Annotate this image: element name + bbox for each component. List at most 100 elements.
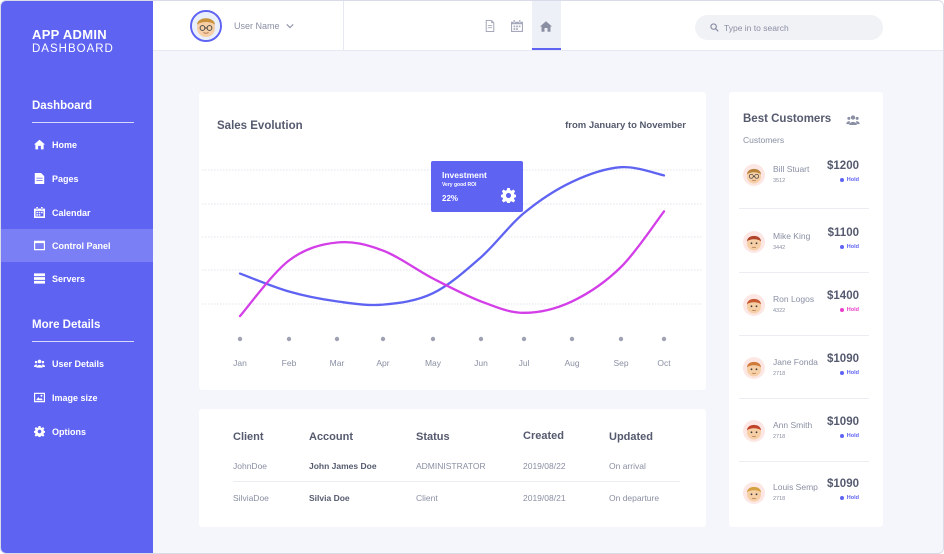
status-label: Hold bbox=[846, 307, 859, 313]
customer-name: Bill Stuart bbox=[773, 164, 810, 174]
table-cell-created: 2019/08/22 bbox=[523, 461, 566, 471]
sidebar-item-label: Control Panel bbox=[52, 240, 111, 251]
status-badge: Hold bbox=[839, 495, 859, 501]
search-icon bbox=[710, 23, 719, 32]
tooltip-title: Investment bbox=[442, 170, 487, 180]
customer-id: 2718 bbox=[773, 496, 786, 502]
status-dot-icon bbox=[839, 308, 844, 312]
customer-id: 3512 bbox=[773, 178, 786, 184]
gear-icon[interactable] bbox=[501, 188, 516, 203]
chart-date-range: from January to November bbox=[565, 120, 686, 131]
status-badge: Hold bbox=[839, 370, 859, 376]
table-cell-created: 2019/08/21 bbox=[523, 493, 566, 503]
status-label: Hold bbox=[846, 495, 859, 501]
section-divider bbox=[32, 122, 134, 123]
chart-tooltip: Investment Very good ROI 22% bbox=[431, 161, 523, 212]
customer-name: Ann Smith bbox=[773, 420, 813, 430]
row-divider bbox=[233, 481, 680, 482]
calendar-icon[interactable] bbox=[511, 19, 523, 32]
sidebar-item-calendar[interactable]: Calendar bbox=[1, 196, 153, 229]
customer-row[interactable]: Ron Logos 4322 $1400 Hold bbox=[739, 286, 869, 326]
customer-row[interactable]: Mike King 3442 $1100 Hold bbox=[739, 223, 869, 263]
tooltip-value: 22% bbox=[442, 194, 459, 203]
sidebar-item-home[interactable]: Home bbox=[1, 128, 153, 161]
sidebar-item-label: Home bbox=[52, 139, 78, 150]
table-cell-account: John James Doe bbox=[309, 461, 377, 471]
customers-subtitle: Customers bbox=[743, 135, 785, 145]
row-divider bbox=[739, 208, 869, 209]
status-badge: Hold bbox=[839, 433, 859, 439]
section-title-more-details: More Details bbox=[32, 319, 101, 331]
x-tick-label: Feb bbox=[282, 358, 297, 368]
customer-row[interactable]: Louis Semp 2718 $1090 Hold bbox=[739, 474, 869, 514]
sidebar-item-pages[interactable]: Pages bbox=[1, 162, 153, 195]
chart-title: Sales Evolution bbox=[217, 120, 303, 132]
user-menu[interactable]: User Name bbox=[234, 21, 294, 31]
table-cell-status: Client bbox=[416, 493, 438, 503]
customer-amount: $1090 bbox=[827, 416, 859, 428]
customer-row[interactable]: Ann Smith 2718 $1090 Hold bbox=[739, 412, 869, 452]
sidebar-item-options[interactable]: Options bbox=[1, 415, 153, 448]
tooltip-subtitle: Very good ROI bbox=[442, 182, 477, 188]
sidebar-item-user-details[interactable]: User Details bbox=[1, 347, 153, 380]
best-customers-card: Best Customers Customers Bill Stuart 3512… bbox=[729, 92, 883, 527]
customer-row[interactable]: Bill Stuart 3512 $1200 Hold bbox=[739, 156, 869, 196]
status-badge: Hold bbox=[839, 177, 859, 183]
status-dot-icon bbox=[839, 434, 844, 438]
brand-title: APP ADMIN bbox=[32, 27, 107, 42]
sidebar: APP ADMIN DASHBOARD Dashboard Home Pages… bbox=[1, 1, 153, 553]
window-icon bbox=[34, 240, 45, 251]
user-avatar[interactable] bbox=[190, 10, 222, 42]
customer-avatar-icon bbox=[743, 482, 765, 504]
sidebar-item-servers[interactable]: Servers bbox=[1, 262, 153, 295]
users-icon bbox=[34, 358, 45, 369]
image-icon bbox=[34, 392, 45, 403]
top-divider bbox=[343, 1, 344, 51]
customer-avatar-icon bbox=[743, 164, 765, 186]
sidebar-item-label: Servers bbox=[52, 273, 86, 284]
row-divider bbox=[739, 398, 869, 399]
sidebar-item-control-panel[interactable]: Control Panel bbox=[1, 229, 153, 262]
table-cell-updated: On departure bbox=[609, 493, 660, 503]
axis-tick-dot bbox=[478, 336, 484, 342]
row-divider bbox=[739, 335, 869, 336]
axis-tick-dot bbox=[430, 336, 436, 342]
table-cell-client: SilviaDoe bbox=[233, 493, 269, 503]
customer-name: Jane Fonda bbox=[773, 357, 818, 367]
search-input[interactable] bbox=[724, 22, 874, 33]
x-tick-label: Sep bbox=[613, 358, 628, 368]
file-icon[interactable] bbox=[484, 19, 496, 32]
sidebar-item-label: Image size bbox=[52, 392, 98, 403]
customer-amount: $1090 bbox=[827, 353, 859, 365]
sales-chart-card: Sales Evolution from January to November… bbox=[199, 92, 706, 390]
home-icon bbox=[540, 21, 552, 32]
customer-amount: $1200 bbox=[827, 160, 859, 172]
server-icon bbox=[34, 273, 45, 284]
brand-subtitle: DASHBOARD bbox=[32, 43, 114, 55]
status-label: Hold bbox=[846, 244, 859, 250]
table-cell-client: JohnDoe bbox=[233, 461, 268, 471]
customer-amount: $1400 bbox=[827, 290, 859, 302]
x-tick-label: Oct bbox=[657, 358, 671, 368]
customer-avatar-icon bbox=[743, 294, 765, 316]
x-tick-label: Jun bbox=[474, 358, 488, 368]
sidebar-item-label: Options bbox=[52, 426, 86, 437]
sidebar-item-image-size[interactable]: Image size bbox=[1, 381, 153, 414]
row-divider bbox=[739, 461, 869, 462]
customer-row[interactable]: Jane Fonda 2718 $1090 Hold bbox=[739, 349, 869, 389]
users-icon bbox=[846, 115, 860, 125]
chevron-down-icon bbox=[285, 24, 294, 29]
customer-id: 3442 bbox=[773, 245, 786, 251]
axis-tick-dot bbox=[286, 336, 292, 342]
column-header-status: Status bbox=[416, 431, 450, 443]
customer-id: 2718 bbox=[773, 434, 786, 440]
status-label: Hold bbox=[846, 433, 859, 439]
x-tick-label: May bbox=[425, 358, 442, 368]
avatar-face-icon bbox=[192, 12, 220, 40]
tab-home[interactable] bbox=[532, 1, 561, 50]
sidebar-item-label: Pages bbox=[52, 173, 79, 184]
customer-avatar-icon bbox=[743, 231, 765, 253]
section-divider bbox=[32, 341, 134, 342]
axis-tick-dot bbox=[380, 336, 386, 342]
customer-name: Ron Logos bbox=[773, 294, 815, 304]
